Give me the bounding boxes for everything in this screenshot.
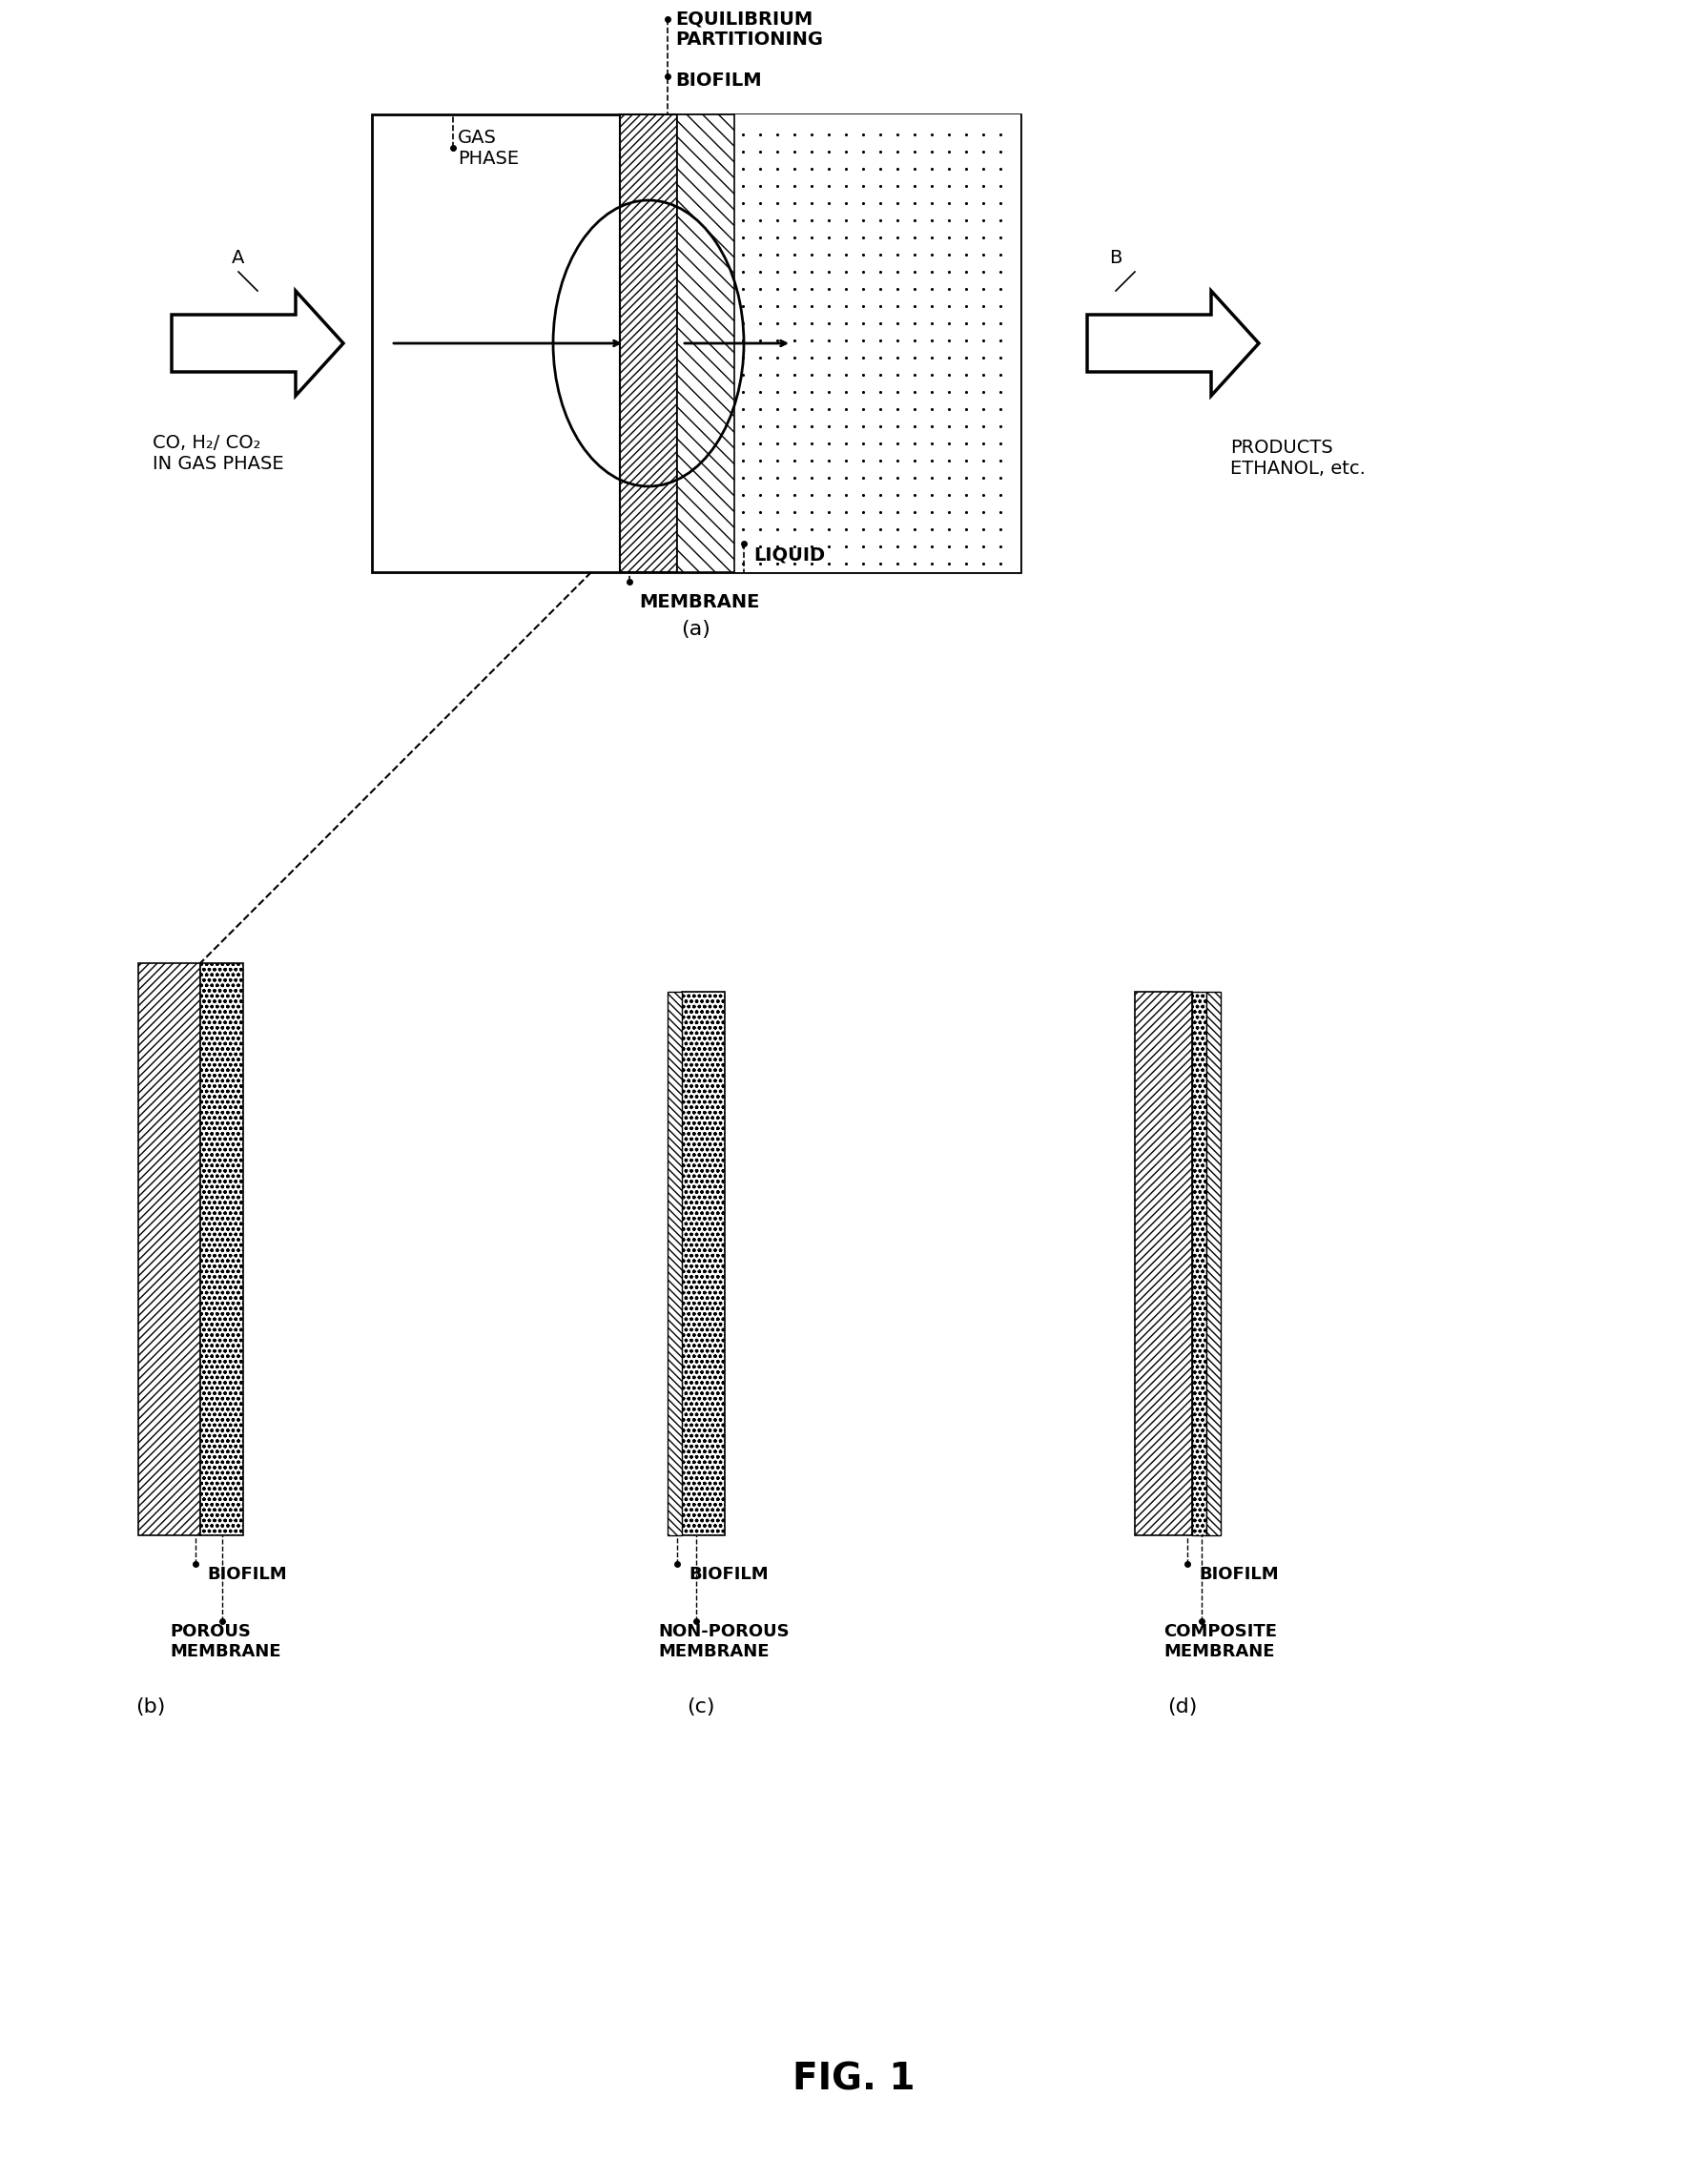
Bar: [1192, 991, 1206, 1536]
Text: PRODUCTS
ETHANOL, etc.: PRODUCTS ETHANOL, etc.: [1230, 438, 1365, 477]
Bar: [676, 115, 734, 573]
Bar: [200, 963, 243, 1536]
Bar: [138, 963, 200, 1536]
Text: CO, H₂/ CO₂
IN GAS PHASE: CO, H₂/ CO₂ IN GAS PHASE: [152, 434, 284, 473]
Bar: [372, 115, 1020, 573]
Text: EQUILIBRIUM
PARTITIONING: EQUILIBRIUM PARTITIONING: [675, 9, 823, 48]
Text: GAS
PHASE: GAS PHASE: [458, 129, 519, 168]
Bar: [1206, 991, 1221, 1536]
Text: NON-POROUS
MEMBRANE: NON-POROUS MEMBRANE: [658, 1623, 789, 1660]
Polygon shape: [173, 290, 343, 397]
Text: A: A: [232, 248, 244, 268]
Text: BIOFILM: BIOFILM: [207, 1567, 287, 1582]
Text: LIQUID: LIQUID: [753, 545, 825, 564]
Polygon shape: [1088, 290, 1259, 397]
Bar: [681, 991, 724, 1536]
Text: BIOFILM: BIOFILM: [688, 1567, 769, 1582]
Text: B: B: [1110, 248, 1122, 268]
Text: (a): (a): [681, 619, 711, 638]
Bar: [668, 991, 681, 1536]
Text: BIOFILM: BIOFILM: [675, 72, 762, 89]
Bar: [1134, 991, 1192, 1536]
Bar: [620, 115, 676, 573]
Text: FIG. 1: FIG. 1: [793, 2061, 915, 2096]
Text: (c): (c): [687, 1697, 716, 1717]
Text: POROUS
MEMBRANE: POROUS MEMBRANE: [169, 1623, 280, 1660]
Text: (b): (b): [135, 1697, 166, 1717]
Text: MEMBRANE: MEMBRANE: [639, 593, 760, 612]
Bar: [734, 115, 1020, 573]
Text: BIOFILM: BIOFILM: [1199, 1567, 1279, 1582]
Text: (d): (d): [1168, 1697, 1197, 1717]
Text: COMPOSITE
MEMBRANE: COMPOSITE MEMBRANE: [1163, 1623, 1278, 1660]
